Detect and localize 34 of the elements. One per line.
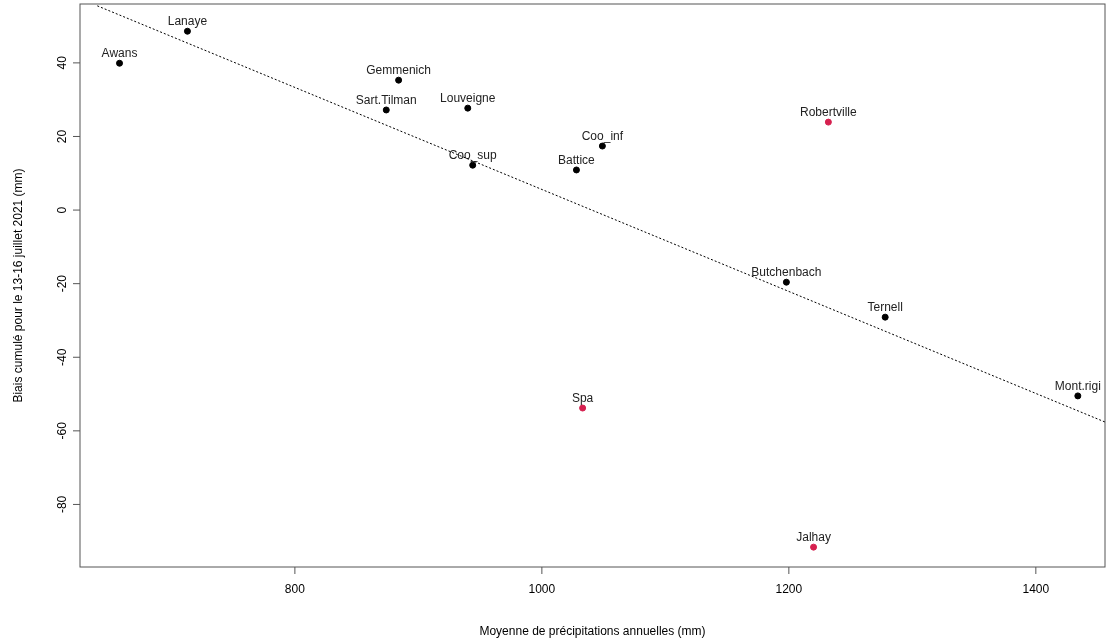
point [572, 166, 580, 174]
annotation: Coo_sup [448, 148, 498, 163]
y-tick-label: -60 [55, 421, 69, 440]
annotation: Coo_inf [581, 129, 624, 144]
x-axis-title: Moyenne de précipitations annuelles (mm) [479, 624, 706, 638]
y-tick-label: -20 [55, 274, 69, 293]
annotation: Robertville [800, 105, 858, 120]
annotation: Mont.rigi [1054, 378, 1101, 393]
point [881, 313, 889, 321]
y-tick-label: -80 [55, 495, 69, 514]
x-tick-label: 1400 [1022, 582, 1050, 596]
point [116, 59, 124, 67]
annotation: Awans [101, 46, 138, 61]
y-tick-label: -40 [55, 348, 69, 366]
annotation: Jalhay [796, 530, 831, 545]
y-tick-label: 40 [55, 55, 69, 70]
annotation: Sart.Tilman [355, 92, 417, 107]
y-tick-label: 20 [55, 129, 69, 144]
annotation: Louveigne [440, 91, 496, 106]
point [782, 278, 790, 286]
point [382, 106, 390, 114]
annotation: Gemmenich [366, 63, 431, 78]
x-tick-label: 800 [284, 582, 306, 596]
annotation: Battice [558, 152, 596, 167]
annotation: Butchenbach [751, 265, 822, 280]
point [824, 118, 832, 126]
annotation: Ternell [867, 300, 903, 315]
x-tick-label: 1200 [775, 582, 803, 596]
annotation: Lanaye [167, 14, 208, 29]
annotation: Spa [571, 391, 594, 406]
y-tick-label: 0 [55, 206, 69, 214]
x-tick-label: 1000 [528, 582, 556, 596]
y-axis-title: Biais cumulé pour le 13-16 juillet 2021 (mm) [11, 168, 25, 403]
point [395, 76, 403, 84]
